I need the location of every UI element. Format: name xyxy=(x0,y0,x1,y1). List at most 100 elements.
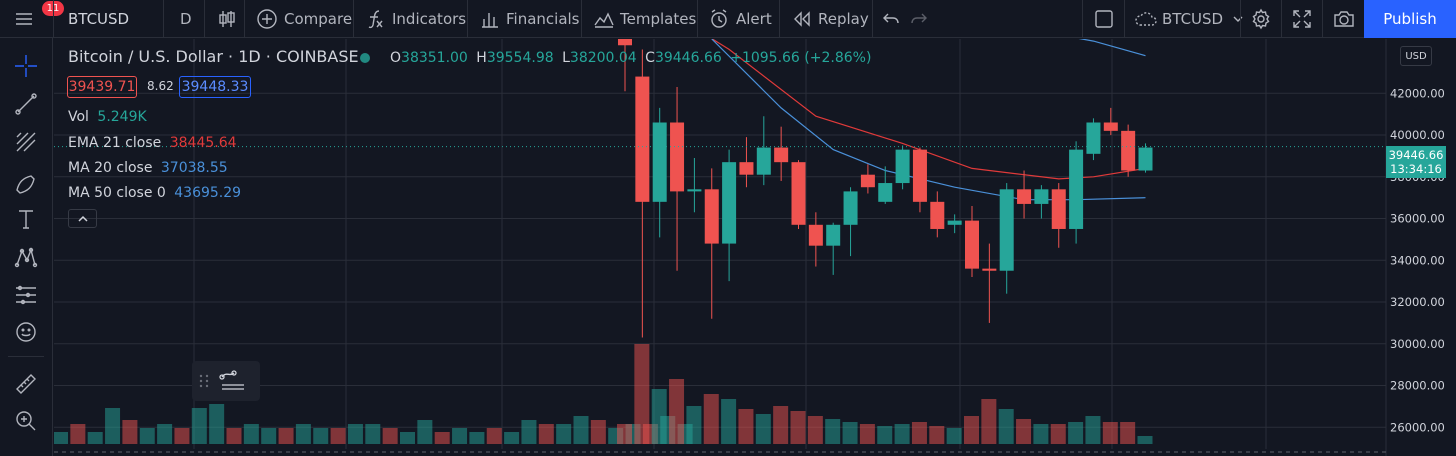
emoji-tool[interactable] xyxy=(12,318,40,346)
chevron-up-icon xyxy=(77,215,88,222)
ruler-icon xyxy=(16,374,36,394)
zoom-tool[interactable] xyxy=(12,407,40,435)
collapse-legend-button[interactable] xyxy=(68,209,97,228)
indicators-label: Indicators xyxy=(392,10,467,28)
alert-button[interactable]: Alert xyxy=(708,0,772,38)
volume-bar xyxy=(573,416,589,444)
volume-bar xyxy=(278,428,294,444)
settings-button[interactable] xyxy=(1250,0,1272,38)
layout-name: BTCUSD xyxy=(1162,10,1224,28)
ma50-label: MA 50 close 0 xyxy=(68,185,166,201)
volume-bar xyxy=(825,419,841,444)
undo-button[interactable] xyxy=(882,0,900,38)
chart-type-button[interactable] xyxy=(216,0,238,38)
volume-bar xyxy=(1033,424,1049,444)
measure-tool[interactable] xyxy=(12,370,40,398)
volume-bar xyxy=(773,406,789,444)
floating-drawing-toolbar[interactable] xyxy=(192,361,260,401)
compare-button[interactable]: Compare xyxy=(256,0,352,38)
volume-bar xyxy=(634,344,650,444)
pattern-tool[interactable] xyxy=(12,243,40,271)
layout-button[interactable] xyxy=(1094,0,1114,38)
redo-icon xyxy=(911,13,927,24)
volume-bar xyxy=(521,420,537,444)
compare-label: Compare xyxy=(284,10,353,28)
candle-body xyxy=(930,201,945,229)
replay-button[interactable]: Replay xyxy=(792,0,869,38)
redo-button[interactable] xyxy=(910,0,928,38)
price-tick-label: 42000.00 xyxy=(1390,86,1445,100)
volume-bar xyxy=(859,424,875,444)
volume-bar xyxy=(755,414,771,444)
candle-body xyxy=(1051,189,1066,229)
fib-tool[interactable] xyxy=(12,128,40,156)
crosshair-tool[interactable] xyxy=(12,52,40,80)
drawings-list-icon[interactable] xyxy=(218,367,248,395)
symbol-search-button[interactable]: BTCUSD xyxy=(68,10,130,28)
brush-tool[interactable] xyxy=(12,168,40,196)
crosshair-icon xyxy=(15,55,37,77)
current-price-label: 39446.66 13:34:16 xyxy=(1386,146,1446,178)
interval-button[interactable]: D xyxy=(180,10,192,28)
volume-bar xyxy=(122,420,138,444)
ohlc-values: O38351.00 H39554.98 L38200.04 C39446.66 … xyxy=(390,50,871,66)
function-icon xyxy=(368,10,383,29)
drawing-toolbar xyxy=(0,38,53,456)
templates-button[interactable]: Templates xyxy=(593,0,696,38)
symbol-title: Bitcoin / U.S. Dollar · 1D · COINBASE xyxy=(68,47,359,66)
volume-bar xyxy=(1102,422,1118,444)
candle-body xyxy=(791,162,806,225)
prediction-tool[interactable] xyxy=(12,281,40,309)
currency-label[interactable]: USD xyxy=(1400,46,1432,66)
volume-bar xyxy=(417,420,433,444)
candle-body xyxy=(618,39,632,46)
volume-bar xyxy=(105,408,121,444)
templates-icon xyxy=(594,12,614,28)
volume-bar xyxy=(504,432,520,444)
ma50-value: 43695.29 xyxy=(174,185,242,201)
drag-handle-icon[interactable] xyxy=(198,372,210,390)
volume-bar xyxy=(590,420,606,444)
candle-body xyxy=(704,189,719,244)
menu-button[interactable]: 11 xyxy=(14,0,64,38)
volume-bar xyxy=(365,424,381,444)
price-tick-label: 28000.00 xyxy=(1390,379,1445,393)
volume-bar xyxy=(1016,419,1032,444)
volume-bar xyxy=(295,424,311,444)
rewind-icon xyxy=(794,11,810,27)
indicators-button[interactable]: Indicators xyxy=(366,0,466,38)
low-label: L xyxy=(562,50,570,66)
gear-icon xyxy=(1252,8,1270,30)
trend-line-icon xyxy=(15,93,37,115)
candle-body xyxy=(1034,189,1049,204)
trend-line-tool[interactable] xyxy=(12,90,40,118)
fullscreen-button[interactable] xyxy=(1292,0,1312,38)
financials-button[interactable]: Financials xyxy=(480,0,580,38)
sell-price-box[interactable]: 39439.71 xyxy=(67,76,137,98)
smiley-icon xyxy=(16,322,36,342)
buy-price-box[interactable]: 39448.33 xyxy=(179,76,251,98)
volume-bar xyxy=(998,409,1014,444)
volume-bar xyxy=(651,389,667,444)
volume-bar xyxy=(313,428,329,444)
price-tick-label: 32000.00 xyxy=(1390,295,1445,309)
volume-bar xyxy=(486,428,502,444)
chart-area[interactable]: 26000.00 28000.00 30000.00 32000.00 34000.00… xyxy=(54,39,1456,456)
cloud-icon xyxy=(1135,12,1157,26)
text-tool[interactable] xyxy=(12,205,40,233)
volume-bar xyxy=(174,428,190,444)
ma20-legend: MA 20 close 37038.55 xyxy=(68,160,228,176)
camera-icon xyxy=(1334,11,1354,27)
change-value: +1095.66 (+2.86%) xyxy=(730,50,872,66)
alert-label: Alert xyxy=(736,10,772,28)
undo-icon xyxy=(883,13,899,24)
snapshot-button[interactable] xyxy=(1332,0,1356,38)
hamburger-icon xyxy=(16,13,32,25)
saved-layout-button[interactable]: BTCUSD xyxy=(1134,0,1245,38)
current-price-value: 39446.66 xyxy=(1388,148,1444,162)
volume-bar xyxy=(877,426,893,444)
ema21-line xyxy=(711,39,1146,180)
price-chart[interactable]: 26000.00 28000.00 30000.00 32000.00 34000.00… xyxy=(54,39,1456,456)
plus-circle-icon xyxy=(257,9,277,29)
publish-button[interactable]: Publish xyxy=(1364,0,1456,38)
